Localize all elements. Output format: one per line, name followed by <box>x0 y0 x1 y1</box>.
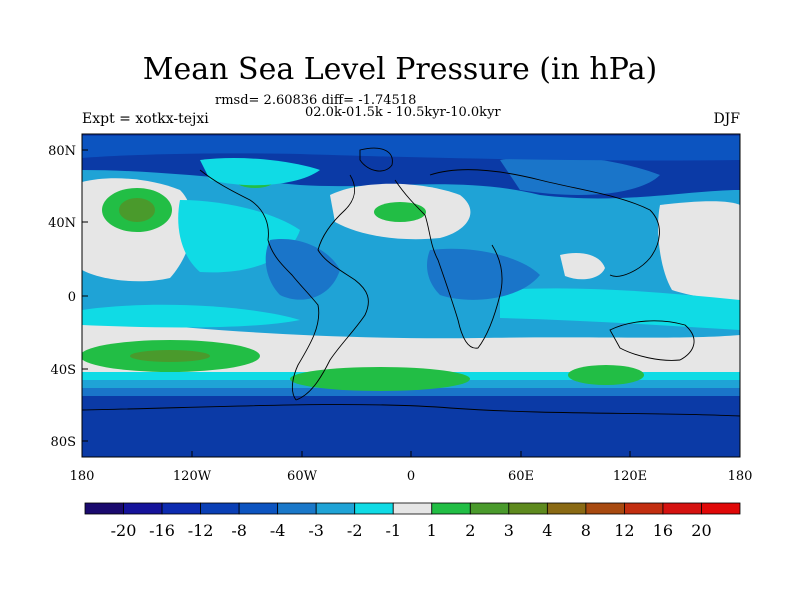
colorbar-swatch <box>546 502 587 515</box>
americas-west-coast <box>199 169 320 401</box>
colorbar-label: -20 <box>111 521 137 540</box>
colorbar-swatch <box>392 502 433 515</box>
field-green-satlantic <box>290 367 470 391</box>
colorbar-label: 8 <box>581 521 591 540</box>
colorbar-swatch <box>123 502 163 515</box>
field-cyan-sp <box>82 304 300 328</box>
period-line: 02.0k-01.5k - 10.5kyr-10.0kyr <box>305 105 501 120</box>
field-darkgreen-spacific <box>130 350 210 362</box>
colorbar-swatch <box>315 502 356 515</box>
colorbar-label: -3 <box>308 521 324 540</box>
colorbar-label: -12 <box>188 521 214 540</box>
colorbar-swatch <box>508 502 548 515</box>
colorbar-label: 2 <box>465 521 475 540</box>
season-label: DJF <box>713 111 740 127</box>
field-green-europe <box>374 202 426 222</box>
greenland-coast <box>359 147 393 172</box>
colorbar-swatch <box>238 502 279 515</box>
x-label-60w: 60W <box>287 469 318 484</box>
y-label-0: 0 <box>68 290 76 305</box>
x-label-120w: 120W <box>173 469 212 484</box>
colorbar-label: 12 <box>614 521 634 540</box>
y-label-80n: 80N <box>48 144 76 159</box>
x-label-180w: 180 <box>70 469 95 484</box>
colorbar-label: 1 <box>427 521 437 540</box>
colorbar-label: -4 <box>270 521 286 540</box>
colorbar-swatch <box>200 502 240 515</box>
y-label-80s: 80S <box>51 435 76 450</box>
colorbar-swatch <box>84 502 124 515</box>
colorbar-swatch <box>624 502 664 515</box>
colorbar-swatch <box>585 502 625 515</box>
colorbar-label: 3 <box>504 521 514 540</box>
colorbar-label: -2 <box>347 521 363 540</box>
antarctica-coast <box>82 404 740 417</box>
colorbar-swatch <box>431 502 471 515</box>
australia-coast <box>609 320 695 361</box>
eurasia-coast <box>429 169 660 277</box>
colorbar-label: 20 <box>691 521 711 540</box>
y-label-40s: 40S <box>51 363 76 378</box>
colorbar-label: 16 <box>653 521 673 540</box>
field-green-sindian <box>568 365 644 385</box>
colorbar-label: -16 <box>149 521 175 540</box>
x-label-0: 0 <box>407 469 415 484</box>
x-label-120e: 120E <box>613 469 647 484</box>
x-label-60e: 60E <box>508 469 534 484</box>
pressure-field <box>82 134 740 457</box>
colorbar-swatch <box>701 502 741 515</box>
colorbar: -20 -16 -12 -8 -4 -3 -2 -1 1 2 3 4 8 12 16 20 <box>84 502 741 540</box>
colorbar-swatch <box>161 502 201 515</box>
field-gray-bay <box>560 252 605 280</box>
experiment-label: Expt = xotkx-tejxi <box>82 111 209 127</box>
field-gray-epacific <box>658 201 740 300</box>
map-title: Mean Sea Level Pressure (in hPa) <box>142 52 658 87</box>
colorbar-label: 4 <box>542 521 552 540</box>
field-darkgreen-aleutian <box>119 198 155 222</box>
y-axis: 80N 40N 0 40S 80S <box>48 144 88 450</box>
y-label-40n: 40N <box>48 216 76 231</box>
colorbar-swatch <box>662 502 702 515</box>
field-midblue-siberia <box>500 155 660 195</box>
coastlines <box>82 147 740 417</box>
field-midblue-af <box>427 248 540 300</box>
field-cyan-io <box>500 288 740 330</box>
colorbar-label: -8 <box>231 521 247 540</box>
colorbar-swatch <box>469 502 510 515</box>
stats-line: rmsd= 2.60836 diff= -1.74518 <box>215 93 417 108</box>
field-cyan-arctic <box>200 158 320 186</box>
colorbar-swatch <box>354 502 394 515</box>
africa-coast <box>394 179 503 349</box>
field-band-s-midblue <box>82 386 740 396</box>
colorbar-swatch <box>277 502 317 515</box>
colorbar-label: -1 <box>385 521 401 540</box>
field-arctic-blue <box>82 136 740 161</box>
x-label-180e: 180 <box>728 469 753 484</box>
americas-east-coast <box>295 174 369 401</box>
x-axis: 180 120W 60W 0 60E 120E 180 <box>70 451 753 484</box>
